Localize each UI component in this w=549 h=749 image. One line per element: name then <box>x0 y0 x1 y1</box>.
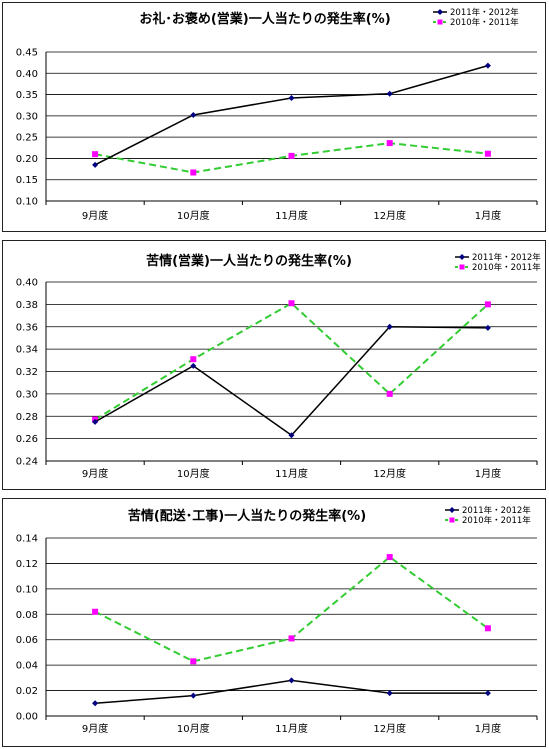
y-tick-label: 0.06 <box>16 635 38 646</box>
data-point <box>484 150 491 157</box>
data-point <box>92 151 99 158</box>
x-tick-label: 1月度 <box>475 722 501 735</box>
data-point <box>386 90 393 97</box>
data-point <box>190 658 197 665</box>
y-tick-label: 0.10 <box>16 584 38 595</box>
y-tick-label: 0.26 <box>16 434 38 445</box>
y-tick-label: 0.32 <box>16 367 38 378</box>
data-point <box>386 390 393 397</box>
legend-marker <box>437 19 443 25</box>
data-point <box>190 112 197 119</box>
data-point <box>190 356 197 363</box>
data-point <box>484 301 491 308</box>
x-tick-label: 9月度 <box>82 209 108 222</box>
y-tick-label: 0.30 <box>16 389 38 400</box>
data-point <box>386 690 393 697</box>
y-tick-label: 0.10 <box>16 197 38 208</box>
y-tick-label: 0.38 <box>16 300 38 311</box>
y-tick-label: 0.35 <box>16 90 38 101</box>
x-tick-label: 1月度 <box>475 209 501 222</box>
series-line-1 <box>95 679 488 705</box>
legend-marker <box>459 254 465 260</box>
y-tick-label: 0.12 <box>16 559 38 570</box>
y-tick-label: 0.02 <box>16 686 38 697</box>
series-line-1 <box>94 64 489 166</box>
y-tick-label: 0.24 <box>16 457 38 468</box>
y-tick-label: 0.40 <box>16 278 38 289</box>
y-tick-label: 0.15 <box>16 175 38 186</box>
x-tick-label: 11月度 <box>275 722 308 735</box>
data-point <box>484 62 491 69</box>
legend-label: 2010年・2011年 <box>472 262 541 273</box>
chart-title: 苦情(営業)一人当たりの発生率(%) <box>146 253 352 269</box>
chart-title: 苦情(配送･工事)一人当たりの発生率(%) <box>128 508 366 524</box>
data-point <box>190 169 197 176</box>
y-tick-label: 0.08 <box>16 610 38 621</box>
data-point <box>288 94 295 101</box>
x-tick-label: 10月度 <box>177 722 210 735</box>
data-point <box>288 152 295 159</box>
data-point <box>92 418 99 425</box>
data-point <box>92 161 99 168</box>
data-point <box>484 690 491 697</box>
legend-label: 2010年・2011年 <box>450 17 519 28</box>
x-tick-label: 10月度 <box>177 467 210 480</box>
x-tick-label: 12月度 <box>373 209 406 222</box>
data-point <box>92 700 99 707</box>
legend-label: 2011年・2012年 <box>472 252 541 263</box>
y-tick-label: 0.20 <box>16 154 38 165</box>
y-tick-label: 0.30 <box>16 111 38 122</box>
data-point <box>386 323 393 330</box>
legend-marker <box>449 507 455 513</box>
data-point <box>92 608 99 615</box>
data-point <box>190 692 197 699</box>
y-tick-label: 0.25 <box>16 133 38 144</box>
data-point <box>484 625 491 632</box>
legend-marker <box>459 264 465 270</box>
y-tick-label: 0.36 <box>16 322 38 333</box>
legend-marker <box>449 517 455 523</box>
legend-label: 2011年・2012年 <box>450 7 519 18</box>
series-line-1 <box>94 325 488 437</box>
y-tick-label: 0.14 <box>16 534 38 545</box>
y-tick-label: 0.00 <box>16 712 38 723</box>
chart-panel-3: 苦情(配送･工事)一人当たりの発生率(%) 0.00 0.02 0.04 0.06 0.0… <box>2 498 546 747</box>
series-line-2 <box>94 555 489 663</box>
chart-1: お礼･お褒め(営業)一人当たりの発生率(%) 0.10 0.15 0.20 0.25 0.… <box>16 7 538 222</box>
legend-label: 2011年・2012年 <box>462 505 531 516</box>
data-point <box>288 432 295 439</box>
y-tick-label: 0.45 <box>16 48 38 59</box>
legend-marker <box>437 9 443 15</box>
x-tick-label: 9月度 <box>82 722 108 735</box>
data-point <box>288 300 295 307</box>
y-tick-label: 0.40 <box>16 69 38 80</box>
x-tick-label: 11月度 <box>275 467 308 480</box>
data-point <box>190 362 197 369</box>
series-line-2 <box>94 302 489 421</box>
data-point <box>288 635 295 642</box>
y-tick-label: 0.04 <box>16 661 38 672</box>
data-point <box>288 677 295 684</box>
y-tick-label: 0.28 <box>16 412 38 423</box>
x-tick-label: 12月度 <box>373 722 406 735</box>
x-tick-label: 12月度 <box>373 467 406 480</box>
data-point <box>386 140 393 147</box>
x-tick-label: 1月度 <box>475 467 501 480</box>
data-point <box>484 324 491 331</box>
x-tick-label: 9月度 <box>82 467 108 480</box>
chart-panel-1: お礼･お褒め(営業)一人当たりの発生率(%) 0.10 0.15 0.20 0.25 0.… <box>2 2 546 232</box>
chart-2: 苦情(営業)一人当たりの発生率(%) 0.24 0.26 0.28 0.30 0.32 0.… <box>16 252 542 480</box>
chart-title: お礼･お褒め(営業)一人当たりの発生率(%) <box>139 11 390 27</box>
y-tick-label: 0.34 <box>16 345 38 356</box>
data-point <box>386 554 393 561</box>
x-tick-label: 11月度 <box>275 209 308 222</box>
legend-label: 2010年・2011年 <box>462 515 531 526</box>
chart-3: 苦情(配送･工事)一人当たりの発生率(%) 0.00 0.02 0.04 0.06 0.0… <box>16 505 538 735</box>
chart-panel-2: 苦情(営業)一人当たりの発生率(%) 0.24 0.26 0.28 0.30 0.32 0.… <box>2 240 546 490</box>
x-tick-label: 10月度 <box>177 209 210 222</box>
